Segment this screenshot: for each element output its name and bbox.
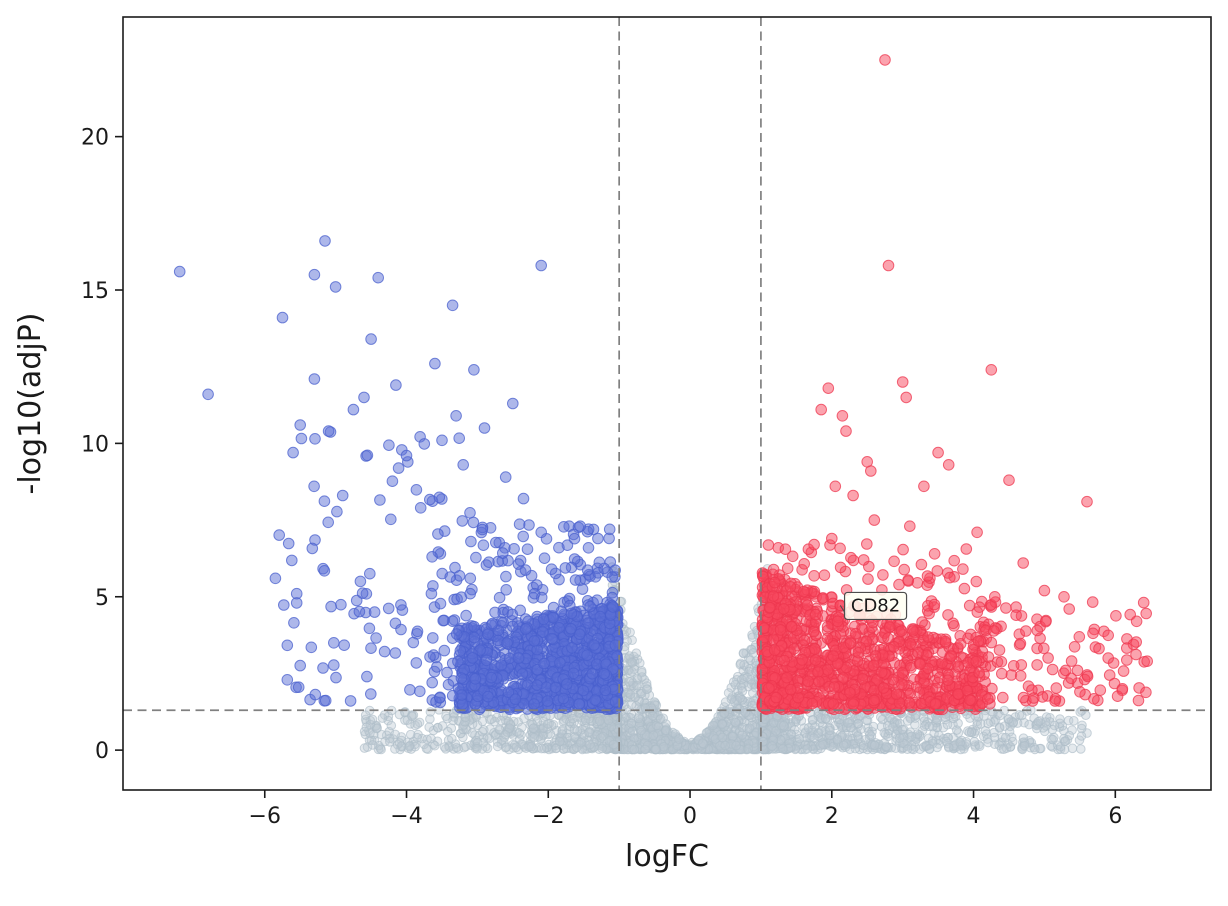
y-axis-label: -log10(adjP) bbox=[13, 313, 48, 495]
y-tick-label: 5 bbox=[95, 586, 109, 611]
x-axis: −6 −4 −2 0 2 4 6 bbox=[249, 790, 1122, 829]
y-tick-label: 10 bbox=[81, 432, 109, 457]
x-tick-label: 2 bbox=[825, 804, 839, 829]
threshold-lines bbox=[123, 17, 1211, 790]
x-tick-label: −4 bbox=[390, 804, 422, 829]
annotation-label: CD82 bbox=[851, 595, 900, 616]
x-tick-label: 6 bbox=[1108, 804, 1122, 829]
annotation-box bbox=[843, 591, 908, 621]
gene-annotation-cd82: CD82 bbox=[834, 591, 908, 621]
y-tick-label: 0 bbox=[95, 739, 109, 764]
y-tick-label: 20 bbox=[81, 126, 109, 151]
x-tick-label: 0 bbox=[683, 804, 697, 829]
y-tick-label: 15 bbox=[81, 279, 109, 304]
x-tick-label: 4 bbox=[967, 804, 981, 829]
x-tick-label: −2 bbox=[532, 804, 564, 829]
y-axis: 0 5 10 15 20 bbox=[81, 126, 123, 764]
down-points bbox=[173, 235, 624, 716]
x-axis-label: logFC bbox=[625, 839, 709, 874]
axes: −6 −4 −2 0 2 4 6 0 5 10 15 20 logFC -log10(adjP) bbox=[13, 16, 1212, 874]
x-tick-label: −6 bbox=[249, 804, 281, 829]
